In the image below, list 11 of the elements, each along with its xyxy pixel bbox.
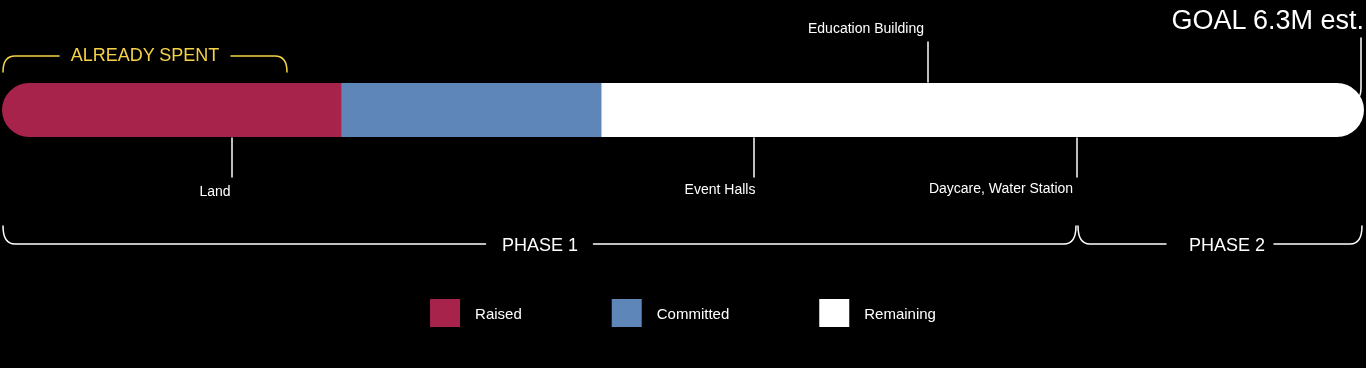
- text: Event Halls: [684, 181, 756, 197]
- text: Education Building: [808, 20, 924, 36]
- text: ALREADY SPENT: [70, 45, 220, 65]
- text: PHASE 1: [501, 235, 579, 255]
- text: Land: [199, 183, 231, 199]
- legend-label: Remaining: [864, 304, 936, 322]
- legend-label: Committed: [656, 304, 730, 322]
- legend-label: Raised: [475, 304, 522, 322]
- text: Daycare, Water Station: [928, 180, 1074, 196]
- text: PHASE 2: [1188, 235, 1266, 255]
- text: GOAL 6.3M est.: [1171, 5, 1364, 35]
